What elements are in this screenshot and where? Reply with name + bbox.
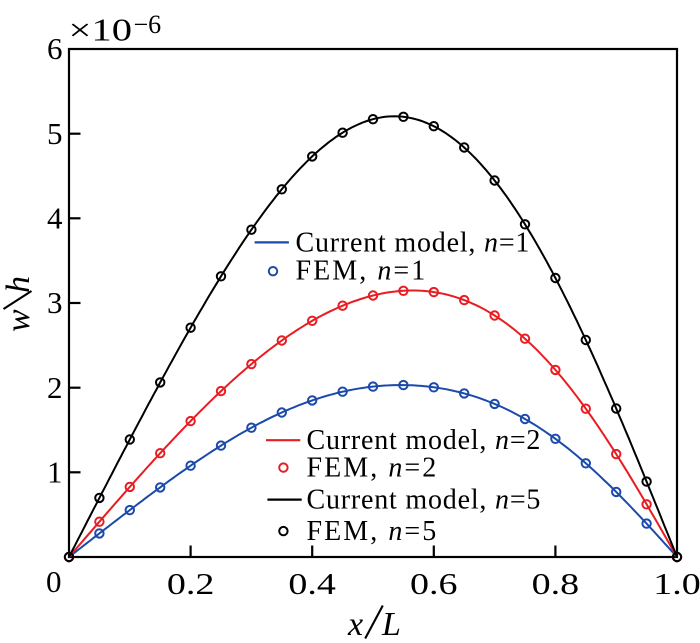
svg-text:Current model, n=5: Current model, n=5	[307, 484, 542, 515]
svg-text:1: 1	[47, 455, 63, 490]
svg-text:0.4: 0.4	[288, 566, 336, 601]
svg-text:Current model, n=1: Current model, n=1	[296, 228, 531, 259]
svg-text:4: 4	[47, 201, 63, 236]
svg-text:0.8: 0.8	[532, 566, 580, 601]
svg-text:1.0: 1.0	[653, 566, 700, 601]
svg-text:L: L	[381, 606, 401, 643]
svg-text:h: h	[0, 276, 37, 293]
svg-text:5: 5	[47, 116, 63, 151]
svg-text:FEM, n=1: FEM, n=1	[296, 256, 428, 287]
svg-text:0: 0	[46, 564, 62, 599]
svg-text:3: 3	[47, 285, 63, 320]
svg-text:0.2: 0.2	[167, 566, 215, 601]
svg-text:2: 2	[47, 370, 63, 405]
svg-text:−6: −6	[134, 10, 162, 39]
svg-text:6: 6	[47, 31, 63, 66]
svg-text:FEM, n=5: FEM, n=5	[307, 516, 439, 547]
svg-text:x: x	[347, 606, 363, 643]
svg-text:w: w	[0, 309, 37, 332]
svg-text:×10: ×10	[69, 13, 133, 48]
svg-text:FEM, n=2: FEM, n=2	[307, 452, 439, 483]
svg-text:Current model, n=2: Current model, n=2	[307, 425, 542, 456]
svg-text:0.6: 0.6	[410, 566, 458, 601]
